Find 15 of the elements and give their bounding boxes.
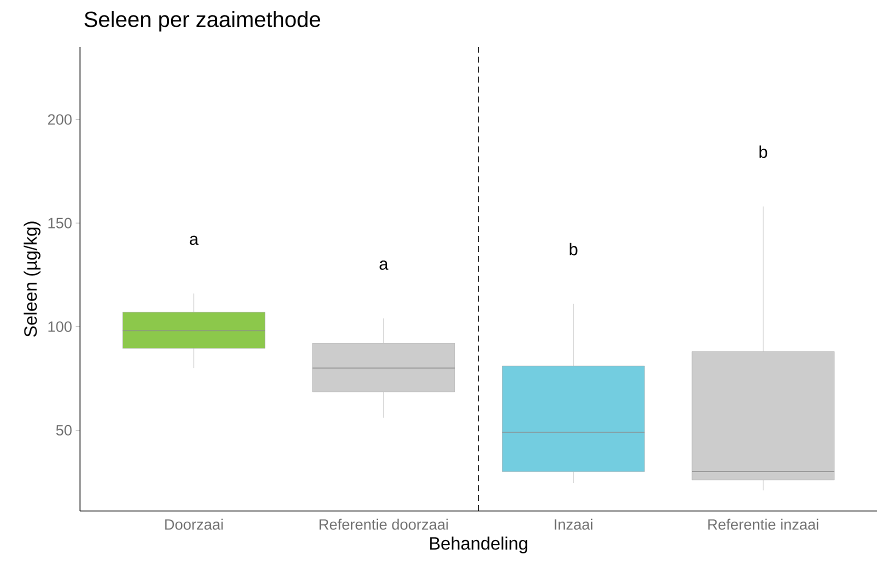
- x-axis-title: Behandeling: [430, 536, 528, 554]
- annotation: a: [380, 260, 388, 270]
- x-tick-label: Inzaai: [554, 518, 592, 530]
- y-tick-label: 200: [48, 114, 72, 125]
- annotation: b: [760, 146, 768, 158]
- y-tick-label: 100: [48, 321, 72, 332]
- y-tick-label: 150: [48, 218, 72, 228]
- x-tick-label: Doorzaai: [165, 518, 223, 530]
- x-tick-label: Referentie inzaai: [708, 518, 818, 530]
- annotation: b: [570, 242, 578, 256]
- y-axis-title: Seleen (µg/kg): [24, 222, 40, 337]
- x-tick-label: Referentie doorzaai: [320, 518, 448, 530]
- chart-title: Seleen per zaaimethode: [84, 11, 320, 32]
- y-tick-label: 50: [56, 424, 72, 436]
- annotation: a: [190, 236, 199, 245]
